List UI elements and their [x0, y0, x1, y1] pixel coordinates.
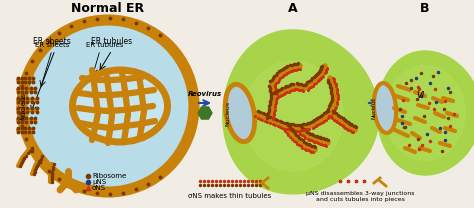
Polygon shape — [223, 30, 379, 194]
Text: Nucleus: Nucleus — [372, 97, 376, 119]
Ellipse shape — [73, 70, 167, 142]
Text: Nucleus: Nucleus — [20, 92, 26, 120]
Ellipse shape — [243, 61, 343, 171]
Text: A: A — [288, 2, 298, 15]
Text: VI: VI — [416, 92, 424, 100]
Text: ER tubules: ER tubules — [86, 42, 124, 48]
Text: Normal ER: Normal ER — [72, 2, 145, 15]
Text: μNS disassembles 3-way junctions
and cuts tubules into pieces: μNS disassembles 3-way junctions and cut… — [306, 191, 414, 202]
Ellipse shape — [374, 83, 396, 133]
Ellipse shape — [225, 84, 255, 142]
Text: Nucleus: Nucleus — [226, 100, 230, 126]
Text: ER sheets: ER sheets — [33, 37, 71, 46]
Text: B: B — [420, 2, 430, 15]
Ellipse shape — [385, 66, 465, 161]
Polygon shape — [198, 107, 212, 119]
Text: ER tubules: ER tubules — [91, 37, 133, 46]
Polygon shape — [377, 51, 474, 175]
Text: ER sheets: ER sheets — [35, 42, 69, 48]
Text: σNS: σNS — [92, 185, 106, 191]
Text: μNS: μNS — [92, 179, 106, 185]
Text: Reovirus: Reovirus — [188, 91, 222, 97]
Circle shape — [22, 20, 194, 192]
Text: Ribosome: Ribosome — [92, 173, 126, 179]
Text: σNS makes thin tubules: σNS makes thin tubules — [188, 193, 272, 199]
